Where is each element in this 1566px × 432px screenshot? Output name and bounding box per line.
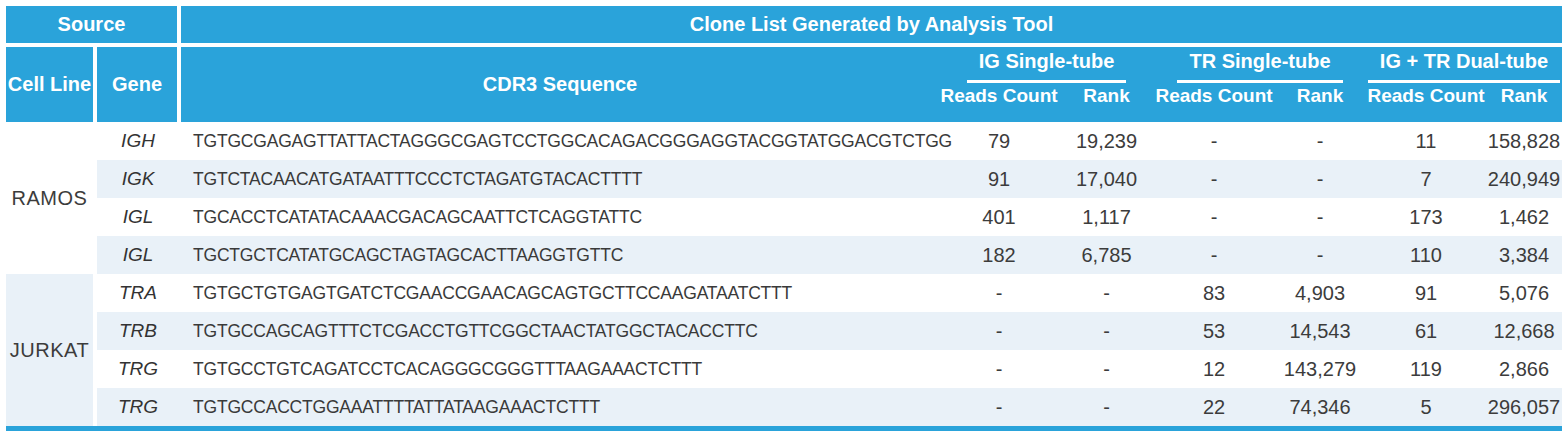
ig-reads-count-header: Reads Count bbox=[939, 83, 1059, 122]
gene-header: Gene bbox=[95, 45, 179, 122]
tr-rank-cell: - bbox=[1274, 122, 1366, 160]
clone-list-table-wrap: Source Clone List Generated by Analysis … bbox=[6, 6, 1562, 431]
dual-reads-count-cell: 61 bbox=[1366, 312, 1486, 350]
ig-reads-count-cell: 79 bbox=[939, 122, 1059, 160]
dual-rank-cell: 3,384 bbox=[1486, 236, 1562, 274]
cell-line-jurkat: JURKAT bbox=[6, 274, 95, 426]
table-row: TRG TGTGCCACCTGGAAATTTTATTATAAGAAACTCTTT… bbox=[6, 388, 1562, 426]
gene-cell: TRG bbox=[95, 350, 179, 388]
tr-rank-cell: - bbox=[1274, 198, 1366, 236]
table-row: JURKAT TRA TGTGCTGTGAGTGATCTCGAACCGAACAG… bbox=[6, 274, 1562, 312]
tr-reads-count-cell: - bbox=[1154, 160, 1274, 198]
ig-single-tube-label: IG Single-tube bbox=[967, 50, 1127, 83]
tr-reads-count-cell: 22 bbox=[1154, 388, 1274, 426]
source-header: Source bbox=[6, 6, 179, 45]
dual-reads-count-cell: 11 bbox=[1366, 122, 1486, 160]
ig-reads-count-cell: 401 bbox=[939, 198, 1059, 236]
dual-reads-count-cell: 91 bbox=[1366, 274, 1486, 312]
tr-rank-cell: 74,346 bbox=[1274, 388, 1366, 426]
ig-reads-count-cell: 182 bbox=[939, 236, 1059, 274]
gene-cell: IGL bbox=[95, 198, 179, 236]
ig-rank-cell: 1,117 bbox=[1059, 198, 1154, 236]
ig-reads-count-cell: - bbox=[939, 274, 1059, 312]
dual-rank-cell: 158,828 bbox=[1486, 122, 1562, 160]
cell-line-header: Cell Line bbox=[6, 45, 95, 122]
gene-cell: TRA bbox=[95, 274, 179, 312]
cdr3-sequence-cell: TGCTGCTCATATGCAGCTAGTAGCACTTAAGGTGTTC bbox=[179, 236, 939, 274]
ig-rank-cell: 6,785 bbox=[1059, 236, 1154, 274]
cdr3-sequence-cell: TGTGCCACCTGGAAATTTTATTATAAGAAACTCTTT bbox=[179, 388, 939, 426]
tr-rank-cell: 14,543 bbox=[1274, 312, 1366, 350]
table-row: IGK TGTCTACAACATGATAATTTCCCTCTAGATGTACAC… bbox=[6, 160, 1562, 198]
dual-reads-count-cell: 5 bbox=[1366, 388, 1486, 426]
dual-rank-cell: 2,866 bbox=[1486, 350, 1562, 388]
table-title: Clone List Generated by Analysis Tool bbox=[179, 6, 1562, 45]
cdr3-sequence-header: CDR3 Sequence bbox=[179, 45, 939, 122]
dual-rank-header: Rank bbox=[1486, 83, 1562, 122]
ig-reads-count-cell: - bbox=[939, 312, 1059, 350]
gene-cell: IGK bbox=[95, 160, 179, 198]
dual-rank-cell: 5,076 bbox=[1486, 274, 1562, 312]
tr-rank-cell: - bbox=[1274, 160, 1366, 198]
dual-reads-count-cell: 7 bbox=[1366, 160, 1486, 198]
tr-rank-cell: 4,903 bbox=[1274, 274, 1366, 312]
tr-reads-count-cell: - bbox=[1154, 236, 1274, 274]
dual-rank-cell: 12,668 bbox=[1486, 312, 1562, 350]
tr-reads-count-cell: 53 bbox=[1154, 312, 1274, 350]
tr-reads-count-cell: 83 bbox=[1154, 274, 1274, 312]
table-bottom-border bbox=[6, 426, 1562, 431]
ig-rank-cell: 17,040 bbox=[1059, 160, 1154, 198]
tr-rank-cell: - bbox=[1274, 236, 1366, 274]
cdr3-sequence-cell: TGTGCCAGCAGTTTCTCGACCTGTTCGGCTAACTATGGCT… bbox=[179, 312, 939, 350]
dual-reads-count-cell: 110 bbox=[1366, 236, 1486, 274]
dual-reads-count-cell: 119 bbox=[1366, 350, 1486, 388]
gene-cell: IGH bbox=[95, 122, 179, 160]
ig-rank-cell: - bbox=[1059, 312, 1154, 350]
dual-reads-count-cell: 173 bbox=[1366, 198, 1486, 236]
dual-reads-count-header: Reads Count bbox=[1366, 83, 1486, 122]
dual-rank-cell: 296,057 bbox=[1486, 388, 1562, 426]
cell-line-ramos: RAMOS bbox=[6, 122, 95, 274]
cdr3-sequence-cell: TGTGCTGTGAGTGATCTCGAACCGAACAGCAGTGCTTCCA… bbox=[179, 274, 939, 312]
gene-cell: TRG bbox=[95, 388, 179, 426]
ig-tr-dual-tube-label: IG + TR Dual-tube bbox=[1368, 50, 1560, 83]
tr-single-tube-group-header: TR Single-tube bbox=[1154, 45, 1366, 83]
tr-reads-count-cell: - bbox=[1154, 198, 1274, 236]
dual-rank-cell: 240,949 bbox=[1486, 160, 1562, 198]
clone-list-table: Source Clone List Generated by Analysis … bbox=[6, 6, 1562, 426]
gene-cell: IGL bbox=[95, 236, 179, 274]
table-row: TRB TGTGCCAGCAGTTTCTCGACCTGTTCGGCTAACTAT… bbox=[6, 312, 1562, 350]
table-row: RAMOS IGH TGTGCGAGAGTTATTACTAGGGCGAGTCCT… bbox=[6, 122, 1562, 160]
header-row-top: Source Clone List Generated by Analysis … bbox=[6, 6, 1562, 45]
ig-reads-count-cell: - bbox=[939, 350, 1059, 388]
ig-rank-cell: - bbox=[1059, 350, 1154, 388]
tr-reads-count-cell: 12 bbox=[1154, 350, 1274, 388]
ig-reads-count-cell: 91 bbox=[939, 160, 1059, 198]
table-row: IGL TGCACCTCATATACAAACGACAGCAATTCTCAGGTA… bbox=[6, 198, 1562, 236]
tr-reads-count-cell: - bbox=[1154, 122, 1274, 160]
gene-cell: TRB bbox=[95, 312, 179, 350]
tr-rank-cell: 143,279 bbox=[1274, 350, 1366, 388]
ig-reads-count-cell: - bbox=[939, 388, 1059, 426]
dual-rank-cell: 1,462 bbox=[1486, 198, 1562, 236]
tr-single-tube-label: TR Single-tube bbox=[1177, 50, 1342, 83]
ig-single-tube-group-header: IG Single-tube bbox=[939, 45, 1154, 83]
cdr3-sequence-cell: TGTCTACAACATGATAATTTCCCTCTAGATGTACACTTTT bbox=[179, 160, 939, 198]
tr-reads-count-header: Reads Count bbox=[1154, 83, 1274, 122]
cdr3-sequence-cell: TGTGCCTGTCAGATCCTCACAGGGCGGGTTTAAGAAACTC… bbox=[179, 350, 939, 388]
cdr3-sequence-cell: TGTGCGAGAGTTATTACTAGGGCGAGTCCTGGCACAGACG… bbox=[179, 122, 939, 160]
ig-rank-cell: 19,239 bbox=[1059, 122, 1154, 160]
table-row: TRG TGTGCCTGTCAGATCCTCACAGGGCGGGTTTAAGAA… bbox=[6, 350, 1562, 388]
tr-rank-header: Rank bbox=[1274, 83, 1366, 122]
ig-rank-cell: - bbox=[1059, 388, 1154, 426]
ig-tr-dual-tube-group-header: IG + TR Dual-tube bbox=[1366, 45, 1562, 83]
table-row: IGL TGCTGCTCATATGCAGCTAGTAGCACTTAAGGTGTT… bbox=[6, 236, 1562, 274]
ig-rank-cell: - bbox=[1059, 274, 1154, 312]
header-row-groups: Cell Line Gene CDR3 Sequence IG Single-t… bbox=[6, 45, 1562, 83]
ig-rank-header: Rank bbox=[1059, 83, 1154, 122]
cdr3-sequence-cell: TGCACCTCATATACAAACGACAGCAATTCTCAGGTATTC bbox=[179, 198, 939, 236]
